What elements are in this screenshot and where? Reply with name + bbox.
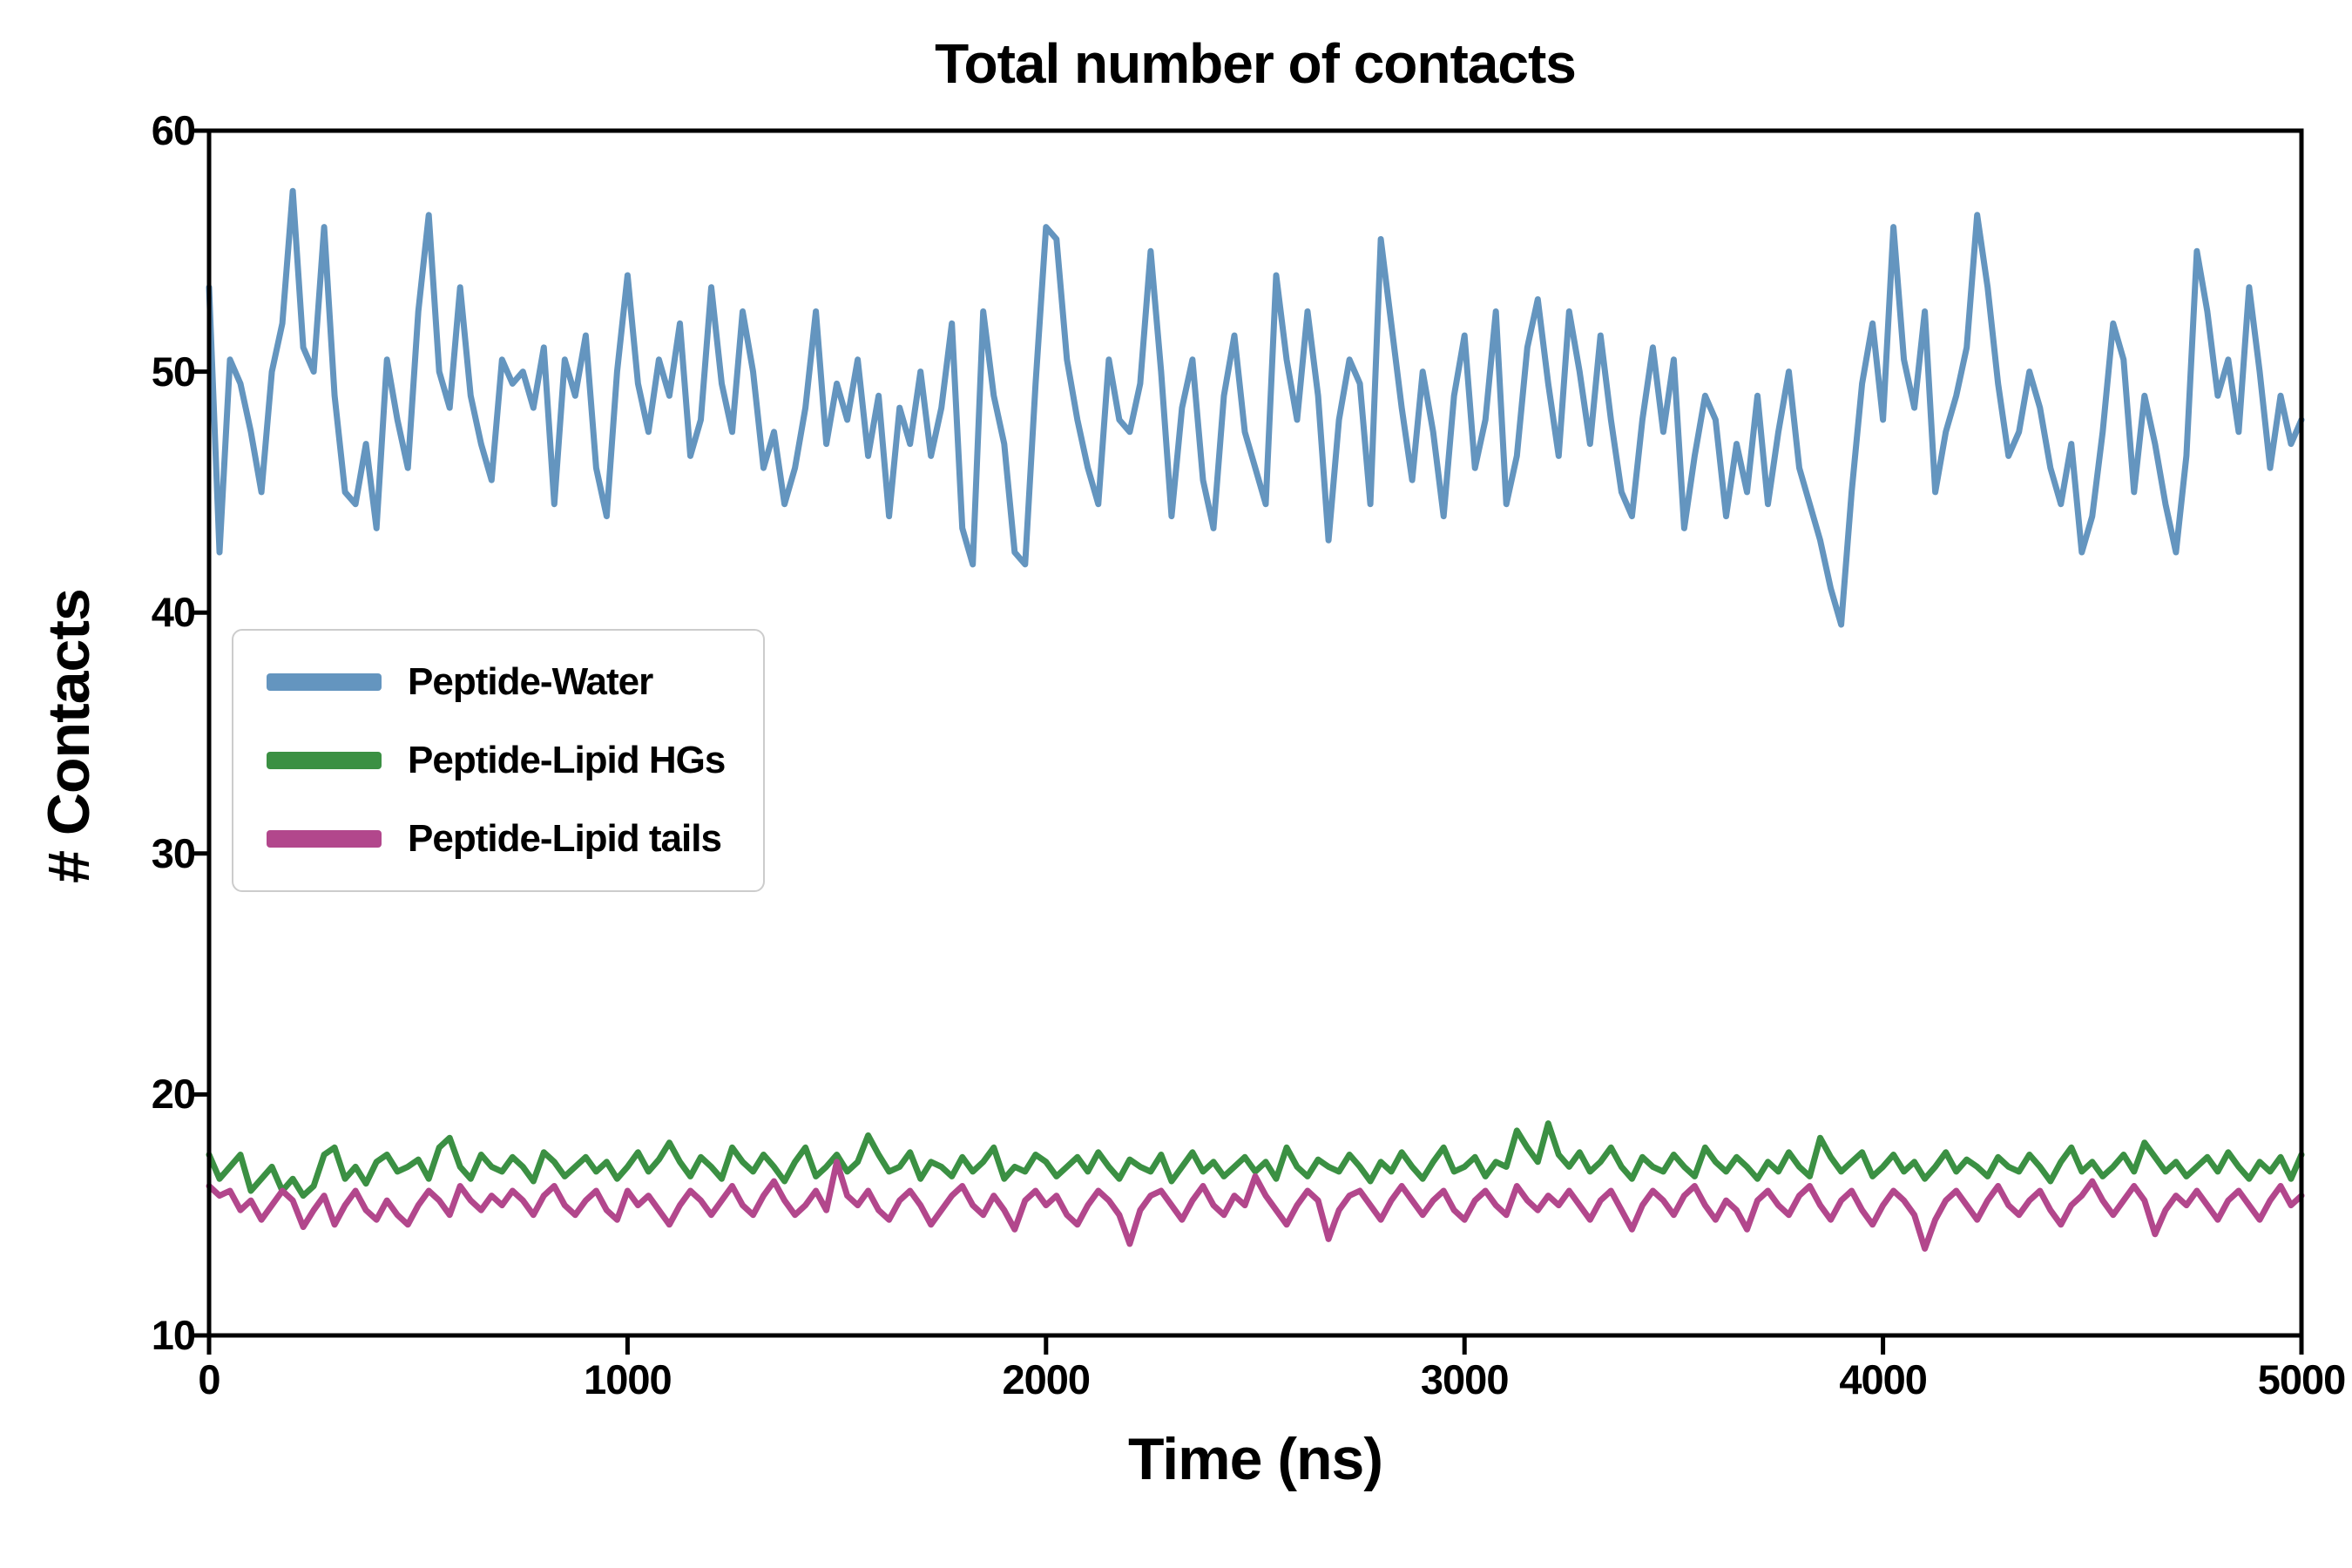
legend-swatch-peptide-water [267,673,382,691]
y-tick-label: 40 [151,589,196,636]
legend-entry-peptide-water: Peptide-Water [267,660,725,704]
y-tick-label: 10 [151,1312,196,1358]
y-tick-label: 50 [151,348,196,395]
x-tick-label: 0 [198,1356,220,1402]
x-tick-label: 1000 [584,1356,672,1402]
legend-swatch-peptide-lipid-tails [267,830,382,848]
x-tick-label: 4000 [1839,1356,1928,1402]
y-tick-label: 20 [151,1071,196,1118]
legend-label-peptide-lipid-tails: Peptide-Lipid tails [408,817,722,860]
legend-label-peptide-lipid-hgs: Peptide-Lipid HGs [408,739,726,781]
chart-title: Total number of contacts [935,32,1577,95]
x-tick-label: 3000 [1420,1356,1510,1402]
x-axis-label: Time (ns) [1127,1426,1383,1492]
legend-entry-peptide-lipid-hgs: Peptide-Lipid HGs [267,739,726,782]
legend-entry-peptide-lipid-tails: Peptide-Lipid tails [267,817,725,861]
y-tick-label: 60 [151,107,196,153]
legend-label-peptide-water: Peptide-Water [408,660,653,703]
y-tick-label: 30 [151,829,196,876]
x-tick-label: 5000 [2257,1356,2347,1402]
legend-swatch-peptide-lipid-hgs [267,752,382,769]
x-tick-label: 2000 [1002,1356,1092,1402]
legend: Peptide-Water Peptide-Lipid HGs Peptide-… [232,629,766,892]
